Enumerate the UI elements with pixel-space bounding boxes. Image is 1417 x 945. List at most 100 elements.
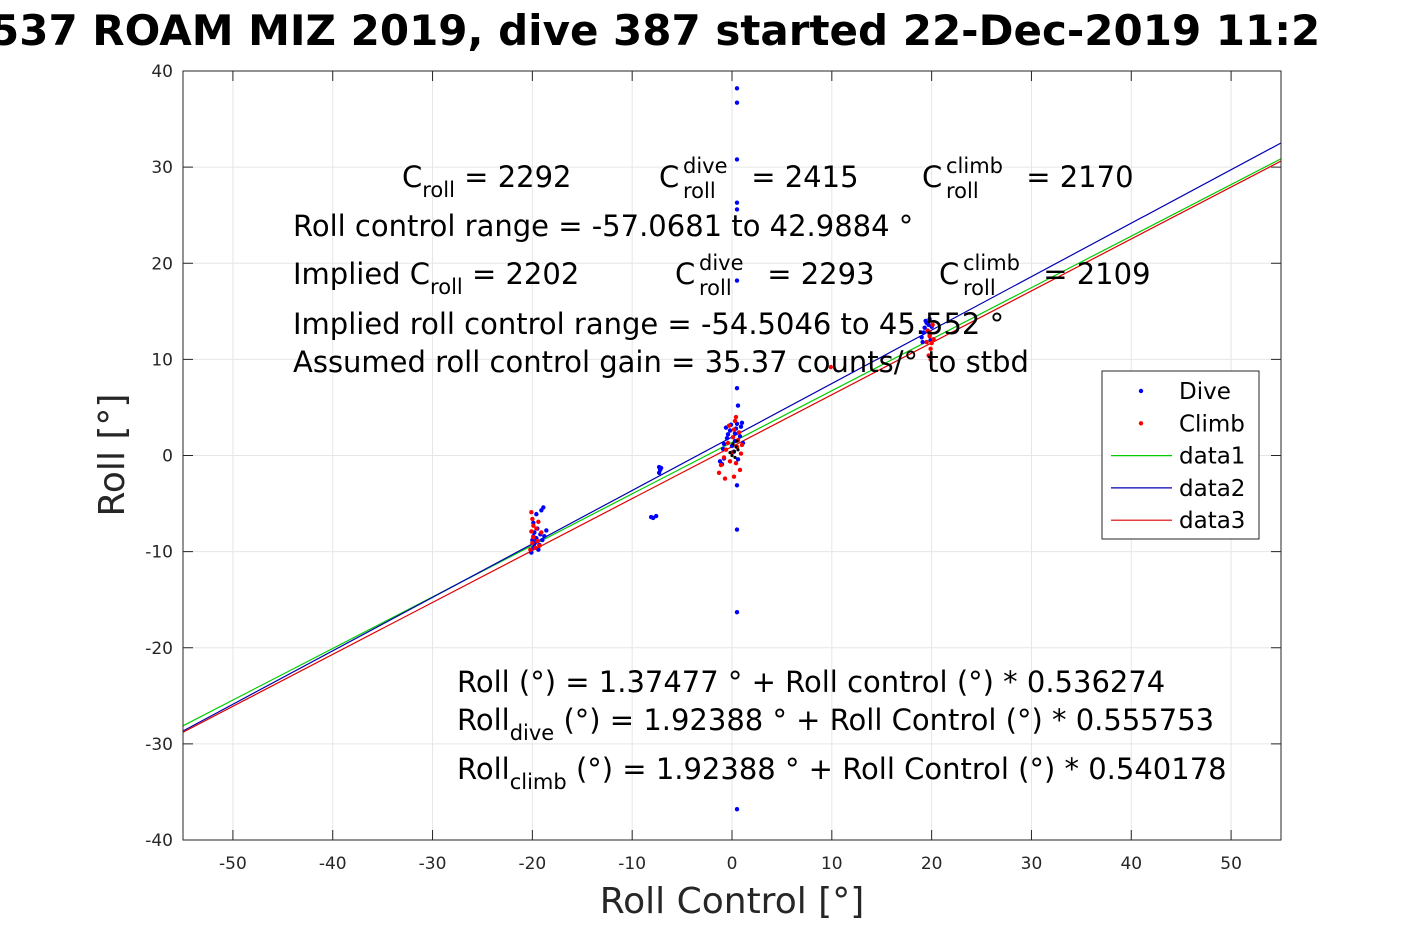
- point-dive: [732, 431, 738, 436]
- point-dive: [737, 434, 743, 439]
- y-tick-label: 0: [162, 447, 173, 467]
- x-tick-label: 20: [921, 854, 943, 874]
- legend-marker-climb: [1138, 421, 1144, 426]
- roll-control-range-text: Roll control range = -57.0681 to 42.9884…: [293, 209, 913, 243]
- point-black: [735, 439, 739, 443]
- legend: Dive Climb data1 data2 data3: [1101, 370, 1260, 540]
- point-climb: [531, 523, 536, 528]
- point-dive: [721, 441, 727, 447]
- fit-dive-text: Rolldive (°) = 1.92388 ° + Roll Control …: [457, 703, 1214, 745]
- point-dive: [534, 511, 539, 517]
- point-dive: [734, 207, 740, 212]
- point-climb: [536, 519, 541, 525]
- point-dive: [919, 335, 924, 340]
- point-climb: [534, 526, 539, 531]
- point-climb: [739, 442, 745, 448]
- x-tick-label: -50: [219, 854, 247, 874]
- point-climb: [533, 545, 538, 550]
- x-tick-labels: -50 -40 -30 -20 -10 0 10 20 30 40 50: [219, 854, 1242, 874]
- legend-marker-dive: [1138, 388, 1144, 394]
- x-tick-label: -40: [319, 854, 347, 874]
- point-climb: [732, 418, 738, 424]
- point-climb: [737, 467, 743, 473]
- point-climb: [529, 529, 534, 534]
- point-climb: [929, 340, 934, 346]
- point-climb: [931, 336, 936, 342]
- y-tick-label: 40: [151, 62, 173, 82]
- point-climb: [928, 357, 933, 362]
- y-tick-label: 30: [151, 158, 173, 178]
- y-tick-label: 20: [151, 254, 173, 274]
- point-dive: [734, 386, 740, 391]
- point-dive: [653, 513, 659, 519]
- point-dive: [735, 457, 741, 462]
- point-dive: [727, 428, 733, 433]
- point-climb: [927, 330, 932, 335]
- point-dive: [923, 318, 928, 324]
- point-climb: [730, 435, 736, 440]
- point-black: [731, 442, 735, 446]
- point-dive: [734, 200, 740, 205]
- point-climb: [738, 451, 744, 456]
- point-black: [732, 450, 736, 454]
- point-climb: [718, 462, 724, 468]
- point-dive: [738, 424, 744, 429]
- point-dive: [539, 508, 544, 513]
- legend-label: data3: [1179, 508, 1245, 534]
- point-dive: [734, 483, 740, 488]
- point-dive: [734, 609, 740, 615]
- point-dive: [540, 537, 545, 543]
- x-tick-label: 10: [821, 854, 843, 874]
- point-climb: [529, 510, 534, 515]
- point-climb: [535, 538, 540, 544]
- implied-c-roll-text: Implied Croll = 2202: [293, 257, 579, 299]
- data-points: [528, 86, 936, 812]
- point-climb: [731, 427, 737, 432]
- point-black: [734, 445, 738, 449]
- fit-climb-text: Rollclimb (°) = 1.92388 ° + Roll Control…: [457, 752, 1227, 794]
- x-tick-label: -10: [618, 854, 646, 874]
- point-dive: [734, 100, 740, 105]
- x-tick-label: 50: [1220, 854, 1242, 874]
- point-climb: [731, 474, 737, 479]
- legend-label: data1: [1179, 444, 1245, 470]
- point-climb: [716, 470, 722, 476]
- point-black: [730, 453, 734, 458]
- legend-label: data2: [1179, 476, 1245, 502]
- point-dive: [725, 432, 731, 437]
- fit-line-data1: [182, 158, 1282, 727]
- point-climb: [537, 543, 542, 549]
- point-climb: [828, 364, 834, 370]
- point-dive: [734, 86, 740, 91]
- legend-label: Dive: [1179, 379, 1231, 405]
- point-dive: [734, 278, 740, 283]
- point-dive: [734, 527, 740, 532]
- point-climb: [928, 346, 933, 352]
- point-climb: [530, 540, 535, 546]
- y-tick-label: -20: [145, 639, 173, 659]
- y-tick-label: 10: [151, 350, 173, 370]
- point-dive: [734, 807, 740, 812]
- point-dive: [922, 325, 927, 330]
- y-tick-label: -10: [145, 543, 173, 563]
- c-roll-text: Croll = 2292: [402, 160, 572, 202]
- tick-marks: [183, 70, 1281, 841]
- y-tick-label: -40: [145, 831, 173, 851]
- point-climb: [930, 322, 935, 327]
- point-climb: [723, 447, 729, 452]
- point-dive: [735, 403, 741, 408]
- point-dive: [658, 465, 664, 471]
- point-dive: [927, 316, 932, 322]
- point-climb: [924, 339, 929, 345]
- point-climb: [736, 430, 742, 435]
- point-dive: [920, 339, 925, 345]
- point-climb: [926, 353, 931, 358]
- x-tick-label: -30: [419, 854, 447, 874]
- point-climb: [531, 535, 536, 540]
- point-dive: [542, 534, 547, 539]
- point-climb: [726, 423, 732, 428]
- point-dive: [544, 528, 549, 533]
- point-dive: [926, 322, 931, 327]
